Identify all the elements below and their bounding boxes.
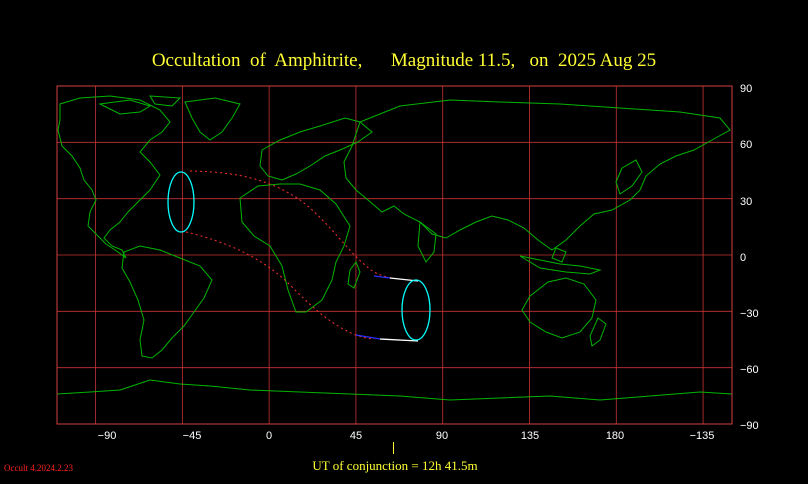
coast-japan	[615, 159, 643, 195]
shadow-limits	[167, 171, 431, 341]
coast-south-america	[121, 245, 213, 359]
shadow-ellipse-west	[167, 171, 195, 233]
y-tick-label: −90	[740, 420, 759, 432]
shadow-track	[355, 275, 419, 342]
coast-indonesia	[519, 247, 602, 275]
coast-india	[417, 221, 437, 263]
map-title: Occultation of Amphitrite, Magnitude 11.…	[151, 50, 657, 71]
coast-australia	[521, 277, 597, 339]
track-south-blue	[355, 334, 381, 340]
x-tick-label: 180	[605, 430, 625, 442]
coast-antarctica	[56, 379, 733, 401]
y-tick-label: 30	[740, 196, 753, 208]
y-tick-label: −30	[740, 308, 759, 320]
y-tick-label: 0	[740, 252, 747, 264]
y-tick-label: 90	[740, 83, 753, 95]
y-tick-label: −60	[740, 364, 759, 376]
x-tick-label: −135	[689, 430, 715, 442]
coast-arctic-islands	[98, 95, 182, 115]
path-south-limit	[185, 231, 375, 340]
track-north-blue	[373, 275, 391, 279]
path-north-limit	[189, 170, 393, 279]
coast-africa	[239, 183, 351, 313]
x-tick-label: 45	[349, 430, 363, 442]
track-south-white	[379, 338, 419, 342]
coast-north-america	[57, 95, 171, 259]
coast-new-zealand	[589, 317, 607, 347]
coastlines	[56, 95, 733, 401]
shadow-ellipse-east	[401, 279, 431, 341]
software-version: Occult 4.2024.2.23	[4, 463, 73, 473]
y-tick-label: 60	[740, 139, 753, 151]
coast-madagascar	[347, 260, 361, 289]
central-path	[185, 170, 393, 340]
x-tick-label: 0	[265, 430, 273, 442]
coast-asia	[343, 99, 731, 251]
coast-europe	[259, 117, 373, 181]
x-tick-label: −45	[182, 430, 202, 442]
grid-lines	[57, 86, 732, 424]
x-tick-label: 135	[520, 430, 540, 442]
utc-conjunction-label: UT of conjunction = 12h 41.5m	[312, 458, 478, 473]
coast-greenland	[184, 97, 241, 141]
map-frame	[56, 85, 733, 425]
conjunction-marker	[393, 442, 394, 454]
x-tick-label: −90	[97, 430, 117, 442]
x-tick-label: 90	[435, 430, 449, 442]
